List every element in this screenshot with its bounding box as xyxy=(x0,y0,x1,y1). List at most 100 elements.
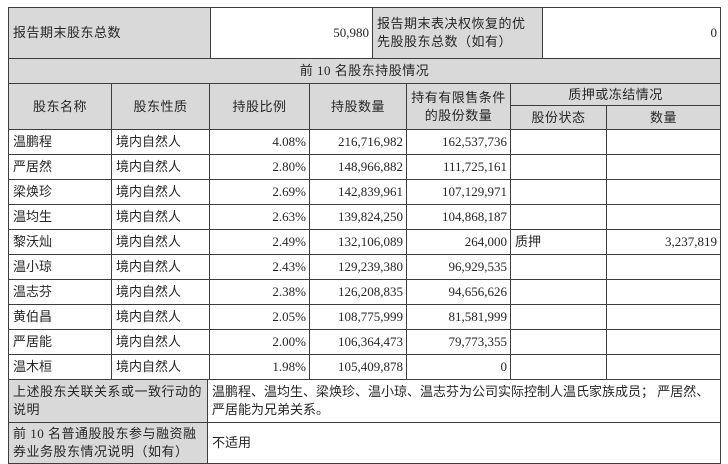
shareholder-name: 温鹏程 xyxy=(8,129,112,155)
restricted-amount: 0 xyxy=(406,354,511,380)
col-header-pledge-status: 股份状态 xyxy=(510,105,607,130)
pledge-status xyxy=(510,254,607,280)
pledge-quantity xyxy=(605,279,722,305)
table-row: 温小琼 境内自然人 2.43% 129,239,380 96,929,535 xyxy=(8,254,722,280)
header-row-1: 股东名称 股东性质 持股比例 持股数量 持有有限售条件的股份数量 质押或冻结情况 xyxy=(8,83,722,130)
pledge-status: 质押 xyxy=(510,229,607,255)
shareholder-name: 严居能 xyxy=(8,329,112,355)
margin-note-label: 前 10 名普通股股东参与融资融券业务股东情况说明（如有） xyxy=(8,422,208,464)
margin-note-row: 前 10 名普通股股东参与融资融券业务股东情况说明（如有） 不适用 xyxy=(8,422,721,464)
pledge-status xyxy=(510,204,607,230)
holding-amount: 216,716,982 xyxy=(309,129,407,155)
shareholder-nature: 境内自然人 xyxy=(111,254,210,280)
holding-amount: 132,106,089 xyxy=(309,229,407,255)
shareholder-report-page: 报告期末股东总数 50,980 报告期末表决权恢复的优先股股东总数（如有） 0 … xyxy=(7,7,722,464)
holding-amount: 139,824,250 xyxy=(309,204,407,230)
pledge-quantity xyxy=(605,354,722,380)
holding-ratio: 2.63% xyxy=(209,204,310,230)
pledge-status xyxy=(510,179,607,205)
holding-amount: 105,409,878 xyxy=(309,354,407,380)
pledge-quantity xyxy=(605,254,722,280)
col-header-pledge-qty: 数量 xyxy=(605,105,722,130)
relation-note-row: 上述股东关联关系或一致行动的说明 温鹏程、温均生、梁焕珍、温小琼、温志芬为公司实… xyxy=(8,379,721,423)
holding-ratio: 2.49% xyxy=(209,229,310,255)
table-row: 黎沃灿 境内自然人 2.49% 132,106,089 264,000 质押 3… xyxy=(8,229,722,255)
shareholder-name: 温均生 xyxy=(8,204,112,230)
shareholder-name: 梁焕珍 xyxy=(8,179,112,205)
restricted-amount: 79,773,355 xyxy=(406,329,511,355)
shareholder-nature: 境内自然人 xyxy=(111,279,210,305)
total-shareholders-label: 报告期末股东总数 xyxy=(8,7,211,59)
holding-amount: 129,239,380 xyxy=(309,254,407,280)
top10-shareholders-table: 前 10 名股东持股情况 股东名称 股东性质 持股比例 持股数量 持有有限售条件… xyxy=(7,58,722,380)
shareholder-nature: 境内自然人 xyxy=(111,204,210,230)
preferred-shareholders-label: 报告期末表决权恢复的优先股股东总数（如有） xyxy=(372,7,543,59)
holding-ratio: 2.05% xyxy=(209,304,310,330)
total-shareholders-value: 50,980 xyxy=(210,7,373,59)
holding-ratio: 4.08% xyxy=(209,129,310,155)
pledge-quantity xyxy=(605,154,722,180)
holding-ratio: 2.80% xyxy=(209,154,310,180)
restricted-amount: 96,929,535 xyxy=(406,254,511,280)
shareholder-nature: 境内自然人 xyxy=(111,129,210,155)
restricted-amount: 107,129,971 xyxy=(406,179,511,205)
col-header-nature: 股东性质 xyxy=(111,83,210,130)
table-row: 严居能 境内自然人 2.00% 106,364,473 79,773,355 xyxy=(8,329,722,355)
restricted-amount: 104,868,187 xyxy=(406,204,511,230)
table-row: 温均生 境内自然人 2.63% 139,824,250 104,868,187 xyxy=(8,204,722,230)
holding-ratio: 2.43% xyxy=(209,254,310,280)
shareholder-nature: 境内自然人 xyxy=(111,354,210,380)
col-header-pledge-group: 质押或冻结情况 xyxy=(509,83,722,106)
table-row: 温鹏程 境内自然人 4.08% 216,716,982 162,537,736 xyxy=(8,129,722,155)
pledge-quantity xyxy=(605,329,722,355)
holding-amount: 108,775,999 xyxy=(309,304,407,330)
table-row: 温木桓 境内自然人 1.98% 105,409,878 0 xyxy=(8,354,722,380)
holding-ratio: 2.00% xyxy=(209,329,310,355)
shareholder-nature: 境内自然人 xyxy=(111,179,210,205)
header-row-2: 股份状态 数量 xyxy=(9,105,722,130)
pledge-quantity: 3,237,819 xyxy=(605,229,722,255)
col-header-restricted: 持有有限售条件的股份数量 xyxy=(406,83,511,130)
pledge-status xyxy=(510,154,607,180)
shareholder-name: 温小琼 xyxy=(8,254,112,280)
shareholder-name: 黄伯昌 xyxy=(8,304,112,330)
holding-amount: 148,966,882 xyxy=(309,154,407,180)
table-row: 黄伯昌 境内自然人 2.05% 108,775,999 81,581,999 xyxy=(8,304,722,330)
shareholder-nature: 境内自然人 xyxy=(111,304,210,330)
restricted-amount: 162,537,736 xyxy=(406,129,511,155)
summary-table: 报告期末股东总数 50,980 报告期末表决权恢复的优先股股东总数（如有） 0 xyxy=(8,7,721,59)
shareholder-nature: 境内自然人 xyxy=(111,329,210,355)
shareholder-name: 温志芬 xyxy=(8,279,112,305)
notes-table: 上述股东关联关系或一致行动的说明 温鹏程、温均生、梁焕珍、温小琼、温志芬为公司实… xyxy=(8,379,721,464)
summary-row: 报告期末股东总数 50,980 报告期末表决权恢复的优先股股东总数（如有） 0 xyxy=(8,7,721,59)
pledge-status xyxy=(510,329,607,355)
holding-ratio: 1.98% xyxy=(209,354,310,380)
preferred-shareholders-value: 0 xyxy=(542,7,721,59)
col-header-shares: 持股数量 xyxy=(309,83,407,130)
pledge-status xyxy=(510,354,607,380)
shareholder-nature: 境内自然人 xyxy=(111,229,210,255)
section-title-row: 前 10 名股东持股情况 xyxy=(7,58,722,84)
pledge-status xyxy=(510,304,607,330)
shareholder-name: 严居然 xyxy=(8,154,112,180)
table-row: 梁焕珍 境内自然人 2.69% 142,839,961 107,129,971 xyxy=(8,179,722,205)
shareholder-name: 黎沃灿 xyxy=(8,229,112,255)
col-header-name: 股东名称 xyxy=(8,83,112,130)
relation-note-text: 温鹏程、温均生、梁焕珍、温小琼、温志芬为公司实际控制人温氏家族成员； 严居然、严… xyxy=(207,379,721,423)
holding-amount: 142,839,961 xyxy=(309,179,407,205)
pledge-status xyxy=(510,129,607,155)
holding-ratio: 2.69% xyxy=(209,179,310,205)
pledge-quantity xyxy=(605,304,722,330)
restricted-amount: 264,000 xyxy=(406,229,511,255)
restricted-amount: 111,725,161 xyxy=(406,154,511,180)
section-title: 前 10 名股东持股情况 xyxy=(7,58,722,84)
pledge-status xyxy=(510,279,607,305)
holding-amount: 126,208,835 xyxy=(309,279,407,305)
holding-ratio: 2.38% xyxy=(209,279,310,305)
margin-note-text: 不适用 xyxy=(207,422,721,464)
pledge-quantity xyxy=(605,129,722,155)
col-header-ratio: 持股比例 xyxy=(209,83,310,130)
holding-amount: 106,364,473 xyxy=(309,329,407,355)
shareholder-nature: 境内自然人 xyxy=(111,154,210,180)
table-row: 严居然 境内自然人 2.80% 148,966,882 111,725,161 xyxy=(8,154,722,180)
